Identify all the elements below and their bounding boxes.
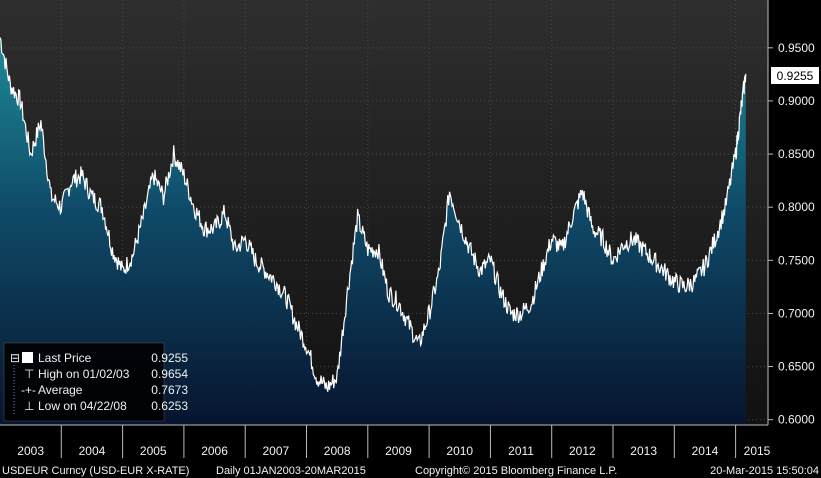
last-price-badge <box>771 67 819 84</box>
legend-box: ⊟ Last Price 0.9255 ⊤ High on 01/02/03 0… <box>3 342 188 422</box>
legend-value-low: 0.6253 <box>151 399 188 413</box>
legend-label-high: High on 01/02/03 <box>38 367 130 381</box>
legend-collapse-icon[interactable]: ⊟ <box>10 351 20 365</box>
price-area <box>0 37 746 426</box>
footer-security: USDEUR Curncy (USD-EUR X-RATE) <box>2 465 189 477</box>
price-line <box>0 37 747 392</box>
y-axis-ticks: 0.9500 0.9000 0.8500 0.8000 0.7500 0.7000 0.65… <box>768 41 815 427</box>
legend-row-average: -+- Average 0.7673 <box>21 383 188 397</box>
footer-bar <box>0 463 821 478</box>
x-tick-label: 2013 <box>630 444 657 458</box>
legend-row-low: ⊥ Low on 04/22/08 0.6253 <box>24 399 188 413</box>
legend-value-average: 0.7673 <box>151 383 188 397</box>
y-tick-label: 0.9500 <box>778 41 815 55</box>
y-tick-label: 0.7500 <box>778 253 815 267</box>
x-tick-label: 2009 <box>385 444 412 458</box>
x-tick-label: 2006 <box>201 444 228 458</box>
x-tick-label: 2014 <box>692 444 719 458</box>
y-tick-label: 0.6000 <box>778 413 815 427</box>
high-marker-icon: ⊤ <box>24 367 34 381</box>
footer-timestamp: 20-Mar-2015 15:50:04 <box>710 465 819 477</box>
y-tick-label: 0.8000 <box>778 200 815 214</box>
legend-label-low: Low on 04/22/08 <box>38 399 127 413</box>
x-tick-label: 2007 <box>262 444 289 458</box>
legend-value-last-price: 0.9255 <box>151 351 188 365</box>
x-tick-label: 2011 <box>508 444 534 458</box>
last-price-label: 0.9255 <box>777 69 814 83</box>
average-marker-icon: -+- <box>21 383 36 397</box>
legend-label-last-price: Last Price <box>38 351 92 365</box>
footer-range: Daily 01JAN2003-20MAR2015 <box>216 465 366 477</box>
legend-label-average: Average <box>38 383 83 397</box>
x-tick-label: 2003 <box>17 444 44 458</box>
legend-row-high: ⊤ High on 01/02/03 0.9654 <box>24 367 188 381</box>
x-tick-label: 2005 <box>140 444 167 458</box>
low-marker-icon: ⊥ <box>24 399 34 413</box>
y-tick-label: 0.9000 <box>778 94 815 108</box>
legend-value-high: 0.9654 <box>151 367 188 381</box>
x-tick-label: 2004 <box>79 444 106 458</box>
y-tick-label: 0.7000 <box>778 306 815 320</box>
x-tick-label: 2012 <box>569 444 596 458</box>
legend-row-last-price: ⊟ Last Price 0.9255 <box>10 351 188 365</box>
y-tick-label: 0.8500 <box>778 147 815 161</box>
bottom-axis-panel <box>0 425 821 463</box>
x-tick-label: 2015 <box>744 444 771 458</box>
legend-swatch-last-price <box>22 352 33 363</box>
y-tick-label: 0.6500 <box>778 360 815 374</box>
footer-copyright: Copyright© 2015 Bloomberg Finance L.P. <box>415 465 617 477</box>
x-tick-label: 2008 <box>324 444 351 458</box>
x-tick-label: 2010 <box>446 444 473 458</box>
x-axis-ticks: 2003 2004 2005 2006 2007 2008 2009 2010 2011 2012… <box>17 425 771 458</box>
